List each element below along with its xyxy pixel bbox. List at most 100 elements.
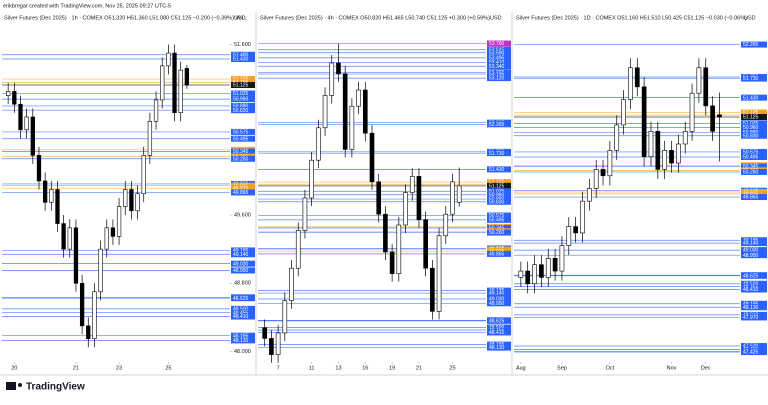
- candle-body: [160, 65, 165, 101]
- price-level-tag: [231, 309, 255, 316]
- price-level-label: 48.130: [233, 338, 249, 344]
- price-level-tag: [487, 166, 511, 173]
- candle-body: [61, 223, 66, 250]
- candle-body: [614, 124, 620, 151]
- price-level-tag: [487, 224, 511, 231]
- price-level-tag: [741, 120, 767, 127]
- price-level-tag: [487, 182, 511, 189]
- price-level-tag: [741, 168, 767, 175]
- price-level-label: 51.125: [489, 183, 505, 189]
- price-level-label: 48.455: [233, 310, 249, 316]
- price-level-tag: [741, 300, 767, 307]
- candle-body: [696, 67, 702, 94]
- candle-body: [269, 338, 274, 355]
- candle-body: [349, 105, 355, 150]
- price-level-tag: [231, 51, 255, 58]
- y-tick-label: 48.000: [234, 349, 251, 355]
- chart-panel: Silver Futures (Dec 2025) · 4h · COMEX O…: [258, 15, 511, 371]
- price-level-label: 50.495: [233, 136, 249, 142]
- candle-body: [669, 150, 674, 164]
- candle-body: [532, 264, 537, 285]
- price-level-tag: [741, 124, 767, 131]
- candle-body: [110, 227, 116, 237]
- price-level-label: 50.260: [233, 156, 249, 162]
- price-level-tag: [231, 102, 255, 109]
- price-level-label: 53.760: [489, 41, 505, 47]
- candle-body: [362, 89, 368, 134]
- brand: TradingView: [26, 382, 85, 393]
- candle-body: [369, 132, 375, 183]
- price-level-label: 50.575: [489, 213, 505, 219]
- candle-body: [275, 332, 281, 355]
- price-level-label: 48.500: [233, 306, 249, 312]
- price-level-label: 49.140: [233, 252, 249, 258]
- candle-body: [12, 91, 17, 105]
- candle-body: [559, 245, 565, 272]
- candle-body: [6, 91, 11, 96]
- price-level-label: 51.430: [233, 57, 249, 63]
- x-tick-label: 11: [309, 365, 315, 371]
- price-level-label: 49.185: [233, 248, 249, 254]
- price-level-label: 48.185: [233, 333, 249, 339]
- price-level-label: 50.960: [743, 125, 759, 131]
- price-level-tag: [231, 155, 255, 162]
- price-level-label: 49.915: [233, 186, 249, 192]
- price-level-tag: [231, 260, 255, 267]
- candle-body: [147, 120, 153, 156]
- x-tick-label: 25: [449, 365, 455, 371]
- candle-body: [389, 251, 395, 274]
- candle-body: [166, 52, 171, 67]
- x-tick-label: 23: [116, 365, 122, 371]
- price-level-tag: [487, 54, 511, 61]
- price-level-tag: [741, 252, 767, 259]
- candle-body: [634, 67, 640, 88]
- brand-logo: [6, 382, 22, 390]
- x-tick-label: 19: [389, 365, 395, 371]
- price-level-label: 48.410: [233, 314, 249, 320]
- price-level-tag: [741, 41, 767, 48]
- price-level-tag: [231, 90, 255, 97]
- price-level-tag: [487, 49, 511, 56]
- price-level-label: 51.025: [233, 91, 249, 97]
- candle-body: [24, 116, 29, 131]
- price-level-tag: [741, 75, 767, 82]
- price-level-label: 50.575: [233, 130, 249, 136]
- header-text: erikbregar created with TradingView.com,…: [3, 3, 171, 9]
- candle-body: [153, 99, 159, 122]
- price-level-tag: [487, 188, 511, 195]
- chart-title: Silver Futures (Dec 2025) · 1D · COMEX O…: [516, 15, 747, 21]
- price-level-tag: [231, 313, 255, 320]
- price-level-tag: [741, 190, 767, 197]
- candle-body: [383, 213, 388, 253]
- candle-body: [123, 189, 128, 207]
- price-level-tag: [741, 194, 767, 201]
- candle-body: [356, 89, 361, 107]
- price-level-tag: [231, 56, 255, 63]
- price-level-label: 50.960: [489, 192, 505, 198]
- currency-label: USD: [234, 15, 246, 21]
- candle-body: [450, 181, 455, 215]
- candle-body: [282, 300, 288, 334]
- candle-body: [655, 130, 661, 170]
- price-level-label: 51.025: [743, 121, 759, 127]
- price-level-label: 50.880: [233, 104, 249, 110]
- candle-body: [342, 73, 348, 150]
- candle-body: [710, 105, 715, 132]
- candle-body: [49, 189, 54, 203]
- price-level-tag: [487, 329, 511, 336]
- candle-body: [329, 62, 335, 96]
- candle-body: [443, 213, 449, 237]
- price-level-label: 51.730: [489, 151, 505, 157]
- x-tick-label: Sep: [557, 365, 567, 371]
- price-level-tag: [231, 189, 255, 196]
- price-level-label: 52.265: [743, 42, 759, 48]
- price-level-label: 53.410: [489, 60, 505, 66]
- price-level-label: 50.495: [743, 155, 759, 161]
- price-level-label: 48.950: [233, 268, 249, 274]
- price-level-label: 53.195: [489, 72, 505, 78]
- chart-panel: Silver Futures (Dec 2025) · 1h · COMEX O…: [2, 15, 255, 371]
- price-level-label: 50.260: [743, 170, 759, 176]
- candle-body: [116, 206, 122, 237]
- candle-body: [573, 226, 578, 234]
